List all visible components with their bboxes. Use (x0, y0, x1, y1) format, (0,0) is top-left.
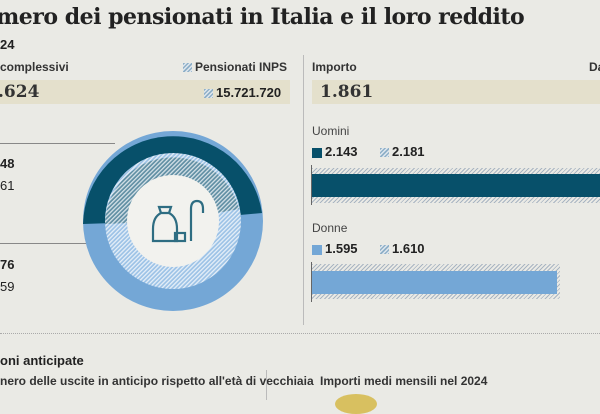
men-inps: 61 (0, 178, 15, 193)
inps-label: Pensionati INPS (183, 60, 287, 74)
women-swatch-icon (312, 244, 322, 255)
amount-label: Importo (312, 60, 357, 74)
da-label: Da (589, 60, 600, 74)
right-section-title: Importi medi mensili nel 2024 (320, 374, 488, 388)
donut-chart (83, 131, 263, 311)
section-subtitle: nero delle uscite in anticipo rispetto a… (0, 374, 314, 388)
totals-box (0, 80, 290, 104)
total-value: .624 (0, 82, 40, 102)
men-label: Uomini (312, 124, 350, 138)
inps-value: 15.721.720 (204, 85, 281, 100)
men-bar (312, 174, 600, 197)
year-label: 24 (0, 37, 15, 52)
pension-icon (151, 199, 205, 243)
total-label: complessivi (0, 60, 69, 74)
hatch-swatch-icon (183, 63, 192, 73)
men-legend-inps: 2.181 (380, 144, 425, 159)
women-inps: 59 (0, 279, 15, 294)
women-leader-line (0, 243, 86, 244)
men-legend-total: 2.143 (312, 144, 358, 159)
men-total: 48 (0, 156, 15, 171)
amount-value: 1.861 (320, 82, 374, 102)
men-swatch-icon (312, 147, 322, 158)
women-legend-inps: 1.610 (380, 241, 425, 256)
bottom-divider (266, 370, 267, 400)
yellow-chart-mark (335, 394, 377, 414)
hatch-swatch-icon (380, 245, 389, 255)
women-bar (312, 271, 557, 294)
section-divider (0, 333, 600, 334)
women-legend-total: 1.595 (312, 241, 358, 256)
section-title: oni anticipate (0, 353, 84, 368)
men-leader-line (0, 143, 115, 144)
women-total: 76 (0, 257, 15, 272)
hatch-swatch-icon (380, 148, 389, 158)
column-divider (303, 55, 304, 325)
women-label: Donne (312, 221, 348, 235)
page-title: mero dei pensionati in Italia e il loro … (0, 4, 525, 30)
hatch-swatch-icon (204, 89, 213, 99)
amount-box (312, 80, 600, 104)
